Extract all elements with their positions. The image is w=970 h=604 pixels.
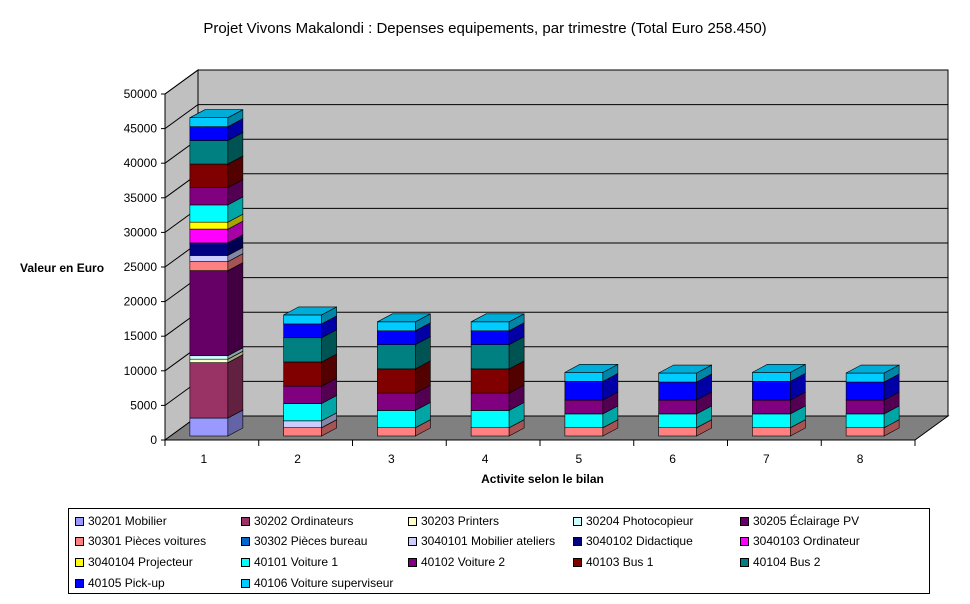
legend-swatch [241, 516, 250, 526]
y-axis-label: Valeur en Euro [20, 261, 105, 275]
legend-item: 40102 Voiture 2 [408, 555, 505, 569]
x-tick-label: 2 [294, 452, 301, 466]
legend-swatch [740, 516, 749, 526]
legend-swatch [740, 557, 749, 567]
bar-segment [470, 313, 525, 332]
legend-swatch [75, 557, 84, 567]
legend-swatch [75, 578, 84, 588]
x-tick-label: 3 [388, 452, 395, 466]
legend-swatch [573, 557, 582, 567]
legend-item: 3040104 Projecteur [75, 555, 193, 569]
y-tick-label: 40000 [124, 156, 158, 170]
legend-label: 30301 Pièces voitures [88, 534, 207, 548]
bar-segment [189, 262, 244, 357]
legend-item: 40103 Bus 1 [573, 555, 653, 569]
bar-segment [377, 313, 431, 332]
y-tick-label: 10000 [124, 364, 158, 378]
legend-swatch [573, 536, 582, 546]
chart-plot: 0 5000 10000 15000 20000 25000 30000 35000 40000… [124, 69, 950, 466]
legend-item: 40104 Bus 2 [740, 555, 820, 569]
legend-swatch [740, 536, 749, 546]
legend-label: 3040104 Projecteur [88, 555, 193, 569]
legend-label: 40101 Voiture 1 [254, 555, 339, 569]
bar-segment [189, 109, 244, 128]
y-tick-label: 50000 [124, 87, 158, 101]
legend-label: 30204 Photocopieur [586, 514, 694, 528]
x-tick-label: 5 [576, 452, 583, 466]
legend-label: 40103 Bus 1 [586, 555, 654, 569]
legend-label: 3040102 Didactique [586, 534, 693, 548]
legend-label: 30202 Ordinateurs [254, 514, 354, 528]
gridline [164, 69, 948, 95]
legend-swatch [408, 516, 417, 526]
bar-segment [564, 363, 619, 382]
legend-item: 30204 Photocopieur [573, 514, 693, 528]
legend-swatch [241, 536, 250, 546]
legend-swatch [408, 536, 417, 546]
legend-item: 30301 Pièces voitures [75, 534, 206, 548]
legend-item: 40105 Pick-up [75, 576, 165, 590]
chart-title: Projet Vivons Makalondi : Depenses equip… [203, 20, 767, 37]
legend-item: 40101 Voiture 1 [241, 555, 338, 569]
legend-label: 40102 Voiture 2 [421, 555, 506, 569]
legend-item: 30302 Pièces bureau [241, 534, 367, 548]
legend-item: 3040101 Mobilier ateliers [408, 534, 555, 548]
legend-swatch [75, 536, 84, 546]
x-tick-label: 8 [857, 452, 864, 466]
chart-legend: 30201 Mobilier 30202 Ordinateurs 30203 Pri… [68, 508, 930, 594]
bar-segment [752, 363, 806, 382]
x-tick-label: 4 [482, 452, 489, 466]
x-axis-label: Activite selon le bilan [481, 472, 604, 486]
legend-item: 3040102 Didactique [573, 534, 693, 548]
y-tick-label: 45000 [124, 122, 158, 136]
y-tick-label: 15000 [124, 329, 158, 343]
x-tick-label: 6 [669, 452, 676, 466]
bar-segment [845, 364, 900, 383]
legend-swatch [241, 578, 250, 588]
legend-label: 3040101 Mobilier ateliers [421, 534, 556, 548]
y-tick-label: 30000 [124, 225, 158, 239]
y-tick-label: 35000 [124, 191, 158, 205]
y-tick-label: 0 [150, 433, 157, 447]
legend-label: 40105 Pick-up [88, 576, 165, 590]
legend-label: 40106 Voiture superviseur [254, 576, 394, 590]
y-tick-label: 5000 [130, 398, 157, 412]
y-tick-label: 25000 [124, 260, 158, 274]
legend-swatch [573, 516, 582, 526]
x-tick-label: 1 [201, 452, 208, 466]
legend-swatch [408, 557, 417, 567]
legend-label: 30302 Pièces bureau [254, 534, 368, 548]
legend-item: 30205 Éclairage PV [740, 514, 859, 528]
bar-segment [283, 306, 337, 325]
legend-item: 40106 Voiture superviseur [241, 576, 393, 590]
legend-label: 40104 Bus 2 [753, 555, 821, 569]
bar-segment [658, 364, 712, 383]
legend-swatch [241, 557, 250, 567]
floor [163, 415, 950, 441]
legend-label: 30205 Éclairage PV [753, 514, 860, 528]
bar-segment [189, 354, 244, 419]
x-tick-label: 7 [763, 452, 770, 466]
legend-item: 30203 Printers [408, 514, 499, 528]
legend-item: 30202 Ordinateurs [241, 514, 353, 528]
legend-label: 30201 Mobilier [88, 514, 167, 528]
legend-label: 3040103 Ordinateur [753, 534, 860, 548]
gridline [164, 104, 948, 130]
legend-item: 30201 Mobilier [75, 514, 167, 528]
legend-item: 3040103 Ordinateur [740, 534, 860, 548]
y-tick-label: 20000 [124, 295, 158, 309]
legend-label: 30203 Printers [421, 514, 500, 528]
legend-swatch [75, 516, 84, 526]
